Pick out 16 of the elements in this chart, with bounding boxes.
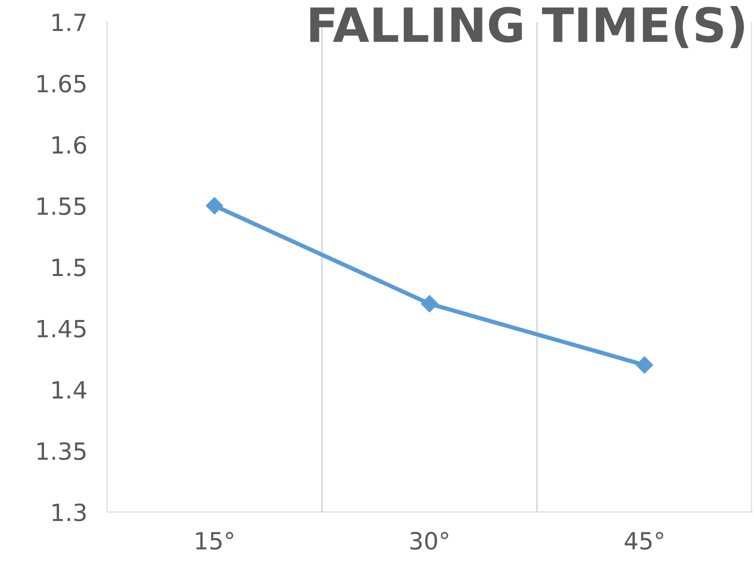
- x-tick-label: 45°: [624, 532, 664, 550]
- point: [636, 356, 654, 374]
- x-tick-label: 30°: [410, 532, 448, 550]
- y-tick-label: 1.45: [38, 320, 86, 338]
- point: [420, 295, 438, 312]
- y-tick-label: 1.5: [52, 258, 86, 276]
- y-tick-label: 1.6: [52, 136, 86, 154]
- y-tick-label: 1.3: [52, 503, 86, 522]
- y-tick-label: 1.35: [38, 442, 86, 460]
- y-tick-label: 1.55: [38, 198, 86, 216]
- chart-title: FALLING TIME(S): [310, 6, 744, 48]
- y-tick-label: 1.4: [52, 381, 86, 398]
- point: [206, 197, 224, 214]
- y-tick-label: 1.7: [52, 14, 86, 31]
- y-tick-label: 1.65: [38, 74, 86, 93]
- x-tick-label: 15°: [196, 532, 234, 550]
